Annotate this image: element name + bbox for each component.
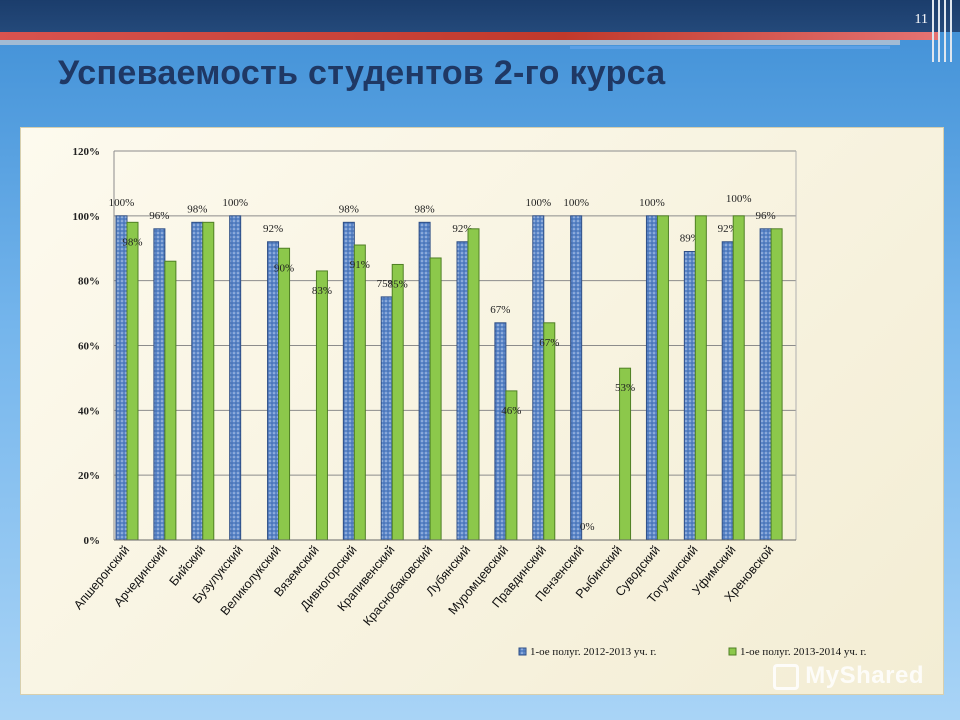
data-label: 98%: [187, 203, 207, 215]
data-label: 100%: [525, 197, 551, 209]
bar-series-2: [353, 244, 366, 541]
chart-panel: 0% 20% 40% 60% 80% 100% 120% 100% 98% Апшеронский…: [20, 127, 944, 695]
data-label: 100%: [726, 193, 752, 205]
data-label: 0%: [580, 521, 595, 533]
y-tick-label: 60%: [78, 341, 100, 353]
slide-title: Успеваемость студентов 2-го курса: [58, 54, 666, 92]
bar-series-1: [683, 250, 696, 541]
bar-series-2: [164, 260, 177, 541]
watermark-text: MyShared: [805, 662, 924, 689]
data-label: 98%: [339, 203, 359, 215]
y-tick-label: 100%: [73, 211, 101, 223]
bar-series-1: [532, 215, 545, 541]
data-label: 67%: [539, 337, 559, 349]
data-label: 98%: [122, 236, 142, 248]
bar-series-2: [202, 221, 215, 541]
bar-series-1: [115, 215, 128, 541]
y-tick-label: 20%: [78, 470, 100, 482]
bar-series-1: [721, 241, 734, 541]
y-tick-label: 40%: [78, 405, 100, 417]
bar-series-2: [429, 257, 442, 541]
legend-label: 1-ое полуг. 2012-2013 уч. г.: [530, 646, 657, 658]
top-bar: [0, 0, 960, 32]
bar-series-2: [694, 215, 707, 541]
legend-swatch-2: [728, 647, 737, 656]
data-label: 83%: [312, 285, 332, 297]
bar-series-1: [191, 221, 204, 541]
bar-series-1: [380, 296, 393, 541]
bar-series-2: [126, 221, 139, 541]
data-label: 53%: [615, 382, 635, 394]
decorative-lines: [930, 0, 960, 62]
watermark-logo: MyShared: [773, 662, 924, 690]
data-label: 96%: [756, 210, 776, 222]
bar-series-1: [153, 228, 166, 541]
data-label: 100%: [222, 197, 248, 209]
slide-number: 11: [914, 12, 928, 27]
bar-series-2: [732, 215, 745, 541]
data-label: 96%: [149, 210, 169, 222]
data-label: 92%: [263, 223, 283, 235]
bar-series-1: [494, 322, 507, 541]
y-tick-label: 80%: [78, 276, 100, 288]
bar-series-2: [656, 215, 669, 541]
bar-series-1: [418, 221, 431, 541]
watermark-icon: [773, 663, 800, 690]
bar-series-2: [391, 263, 404, 541]
data-label: 98%: [415, 203, 435, 215]
decorative-stripe: [0, 32, 940, 40]
decorative-stripe: [0, 40, 900, 45]
x-tick-label: Краснобаковский: [360, 543, 435, 629]
bar-series-1: [456, 241, 469, 541]
bar-series-2: [543, 322, 556, 541]
y-tick-label: 120%: [73, 146, 101, 158]
data-label: 67%: [490, 304, 510, 316]
bar-series-1: [645, 215, 658, 541]
bar-series-1: [267, 241, 280, 541]
bar-series-1: [570, 215, 583, 541]
data-label: 46%: [501, 405, 521, 417]
data-label: 100%: [109, 197, 135, 209]
bar-series-1: [229, 215, 242, 541]
bar-series-2: [770, 228, 783, 541]
decorative-stripe: [570, 46, 890, 49]
bar-series-2: [315, 270, 328, 541]
data-label: 100%: [639, 197, 665, 209]
legend-label: 1-ое полуг. 2013-2014 уч. г.: [740, 646, 867, 658]
bar-series-1: [759, 228, 772, 541]
bar-chart: 0%20%40%60%80%100%120%100%98%Апшеронский…: [71, 146, 867, 658]
data-label: 100%: [563, 197, 589, 209]
y-tick-label: 0%: [84, 535, 101, 547]
data-label: 91%: [350, 259, 370, 271]
bar-series-2: [467, 228, 480, 541]
bar-series-2: [278, 247, 291, 541]
data-label: 85%: [388, 278, 408, 290]
legend-swatch-1: [518, 647, 527, 656]
data-label: 90%: [274, 262, 294, 274]
